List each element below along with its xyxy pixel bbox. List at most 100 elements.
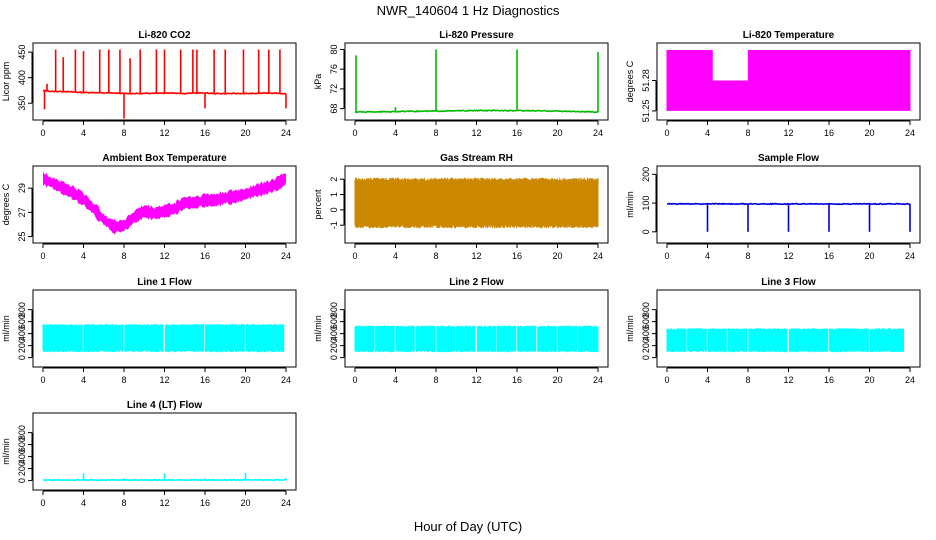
y-tick-label: 400 <box>17 326 27 341</box>
x-tick-label: 24 <box>905 375 915 385</box>
panel-title: Li-820 Pressure <box>439 30 514 41</box>
x-axis: 0 4 8 12 16 20 24 <box>40 120 291 138</box>
y-tick-label: 0 <box>17 355 27 360</box>
y-tick-label: 51.28 <box>641 69 651 92</box>
x-tick-label: 20 <box>864 128 874 138</box>
series-p9 <box>666 328 904 353</box>
x-axis: 0 4 8 12 16 20 24 <box>664 120 915 138</box>
x-tick-label: 0 <box>40 498 45 508</box>
x-tick-label: 12 <box>159 128 169 138</box>
x-tick-label: 0 <box>352 251 357 261</box>
figure-title: NWR_140604 1 Hz Diagnostics <box>377 3 560 18</box>
x-tick-label: 8 <box>121 498 126 508</box>
x-tick-label: 0 <box>664 375 669 385</box>
series-p1 <box>42 49 287 119</box>
x-tick-label: 8 <box>745 251 750 261</box>
x-tick-label: 12 <box>471 128 481 138</box>
y-tick-label: 0 <box>17 478 27 483</box>
y-tick-label: 76 <box>329 64 339 74</box>
y-tick-label: 1 <box>329 192 339 197</box>
series-band <box>42 324 285 353</box>
y-tick-label: 200 <box>17 338 27 353</box>
series-line <box>354 109 599 114</box>
y-tick-label: 600 <box>17 314 27 329</box>
x-tick-label: 4 <box>705 375 710 385</box>
x-tick-label: 4 <box>393 375 398 385</box>
y-axis: 25 27 29 <box>17 183 33 242</box>
panel-title: Line 3 Flow <box>761 277 816 288</box>
x-tick-label: 8 <box>433 375 438 385</box>
panel-title: Gas Stream RH <box>440 153 513 164</box>
x-tick-label: 12 <box>783 128 793 138</box>
x-tick-label: 8 <box>745 375 750 385</box>
x-tick-label: 0 <box>664 128 669 138</box>
x-tick-label: 12 <box>783 251 793 261</box>
x-tick-label: 12 <box>783 375 793 385</box>
y-axis-label: Licor ppm <box>1 62 11 102</box>
x-axis-label: Hour of Day (UTC) <box>414 519 522 534</box>
x-tick-label: 16 <box>824 128 834 138</box>
x-tick-label: 16 <box>512 128 522 138</box>
panel-title: Line 1 Flow <box>137 277 192 288</box>
x-tick-label: 0 <box>40 251 45 261</box>
plot-frame <box>344 165 609 244</box>
y-tick-label: 450 <box>17 45 27 60</box>
panel-p2: Li-820 Pressure kPa 0 4 8 12 16 20 24 68 72 76 80 <box>313 30 609 138</box>
panel-p4: Ambient Box Temperature degrees C 0 4 8 12 16 2… <box>1 153 297 261</box>
x-axis: 0 4 8 12 16 20 24 <box>352 243 603 261</box>
panel-title: Sample Flow <box>758 153 819 164</box>
y-tick-label: 400 <box>329 326 339 341</box>
x-tick-label: 4 <box>81 251 86 261</box>
series-band <box>354 177 599 229</box>
x-tick-label: 20 <box>864 375 874 385</box>
y-tick-label: 800 <box>641 302 651 317</box>
y-axis-label: ml/min <box>625 315 635 342</box>
x-tick-label: 24 <box>281 128 291 138</box>
x-tick-label: 24 <box>281 375 291 385</box>
series-line <box>42 89 287 95</box>
x-tick-label: 12 <box>159 375 169 385</box>
x-tick-label: 0 <box>40 375 45 385</box>
y-tick-label: 68 <box>329 104 339 114</box>
y-tick-label: 200 <box>329 338 339 353</box>
y-tick-label: -1 <box>329 221 339 229</box>
series-p5 <box>354 177 599 229</box>
series-p2 <box>354 49 599 114</box>
y-axis: 350 400 450 <box>17 45 33 111</box>
y-tick-label: 200 <box>17 461 27 476</box>
x-axis: 0 4 8 12 16 20 24 <box>664 243 915 261</box>
y-tick-label: 400 <box>17 449 27 464</box>
y-tick-label: 27 <box>17 207 27 217</box>
x-tick-label: 20 <box>240 498 250 508</box>
y-axis-label: ml/min <box>313 315 323 342</box>
x-axis: 0 4 8 12 16 20 24 <box>352 367 603 385</box>
x-tick-label: 24 <box>905 251 915 261</box>
x-tick-label: 24 <box>281 498 291 508</box>
panel-p8: Line 2 Flow ml/min 0 4 8 12 16 20 24 0 20040060080… <box>313 277 609 385</box>
plot-frame <box>32 289 297 368</box>
x-tick-label: 4 <box>705 251 710 261</box>
y-tick-label: 2 <box>329 177 339 182</box>
x-tick-label: 8 <box>745 128 750 138</box>
x-tick-label: 4 <box>393 128 398 138</box>
y-axis-label: ml/min <box>1 438 11 465</box>
x-tick-label: 24 <box>593 128 603 138</box>
x-tick-label: 0 <box>352 375 357 385</box>
x-tick-label: 4 <box>705 128 710 138</box>
plot-frame <box>656 165 921 244</box>
panel-title: Ambient Box Temperature <box>102 153 227 164</box>
x-tick-label: 8 <box>121 251 126 261</box>
panel-p1: Li-820 CO2 Licor ppm 0 4 8 12 16 20 24 350 400 450 <box>1 30 297 138</box>
plot-frame <box>344 289 609 368</box>
series-p6 <box>667 202 911 232</box>
panel-title: Li-820 Temperature <box>743 30 835 41</box>
plot-frame <box>32 42 297 121</box>
panel-p7: Line 1 Flow ml/min 0 4 8 12 16 20 24 0 20040060080… <box>1 277 297 385</box>
x-tick-label: 12 <box>471 251 481 261</box>
y-axis-label: ml/min <box>625 191 635 218</box>
series-p4 <box>43 170 286 235</box>
y-tick-label: 800 <box>17 302 27 317</box>
y-tick-label: 200 <box>641 338 651 353</box>
